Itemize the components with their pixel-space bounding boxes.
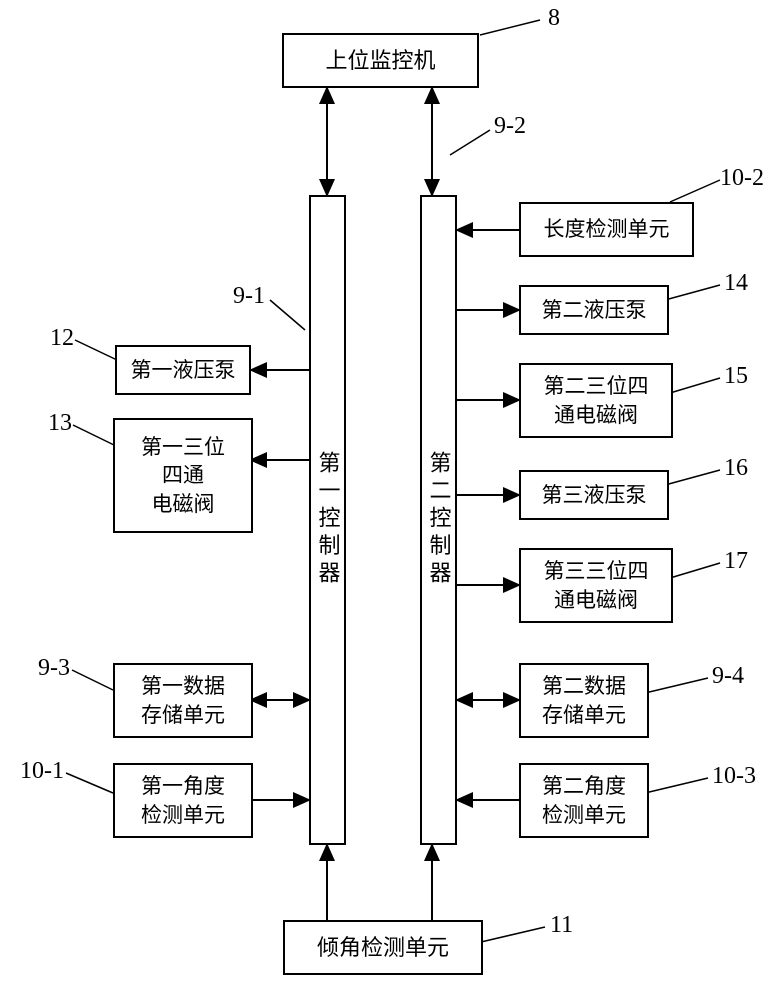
- node-tilt-detect: 倾角检测单元: [283, 920, 483, 975]
- ref-label: 10-1: [20, 758, 64, 785]
- node-pump-3: 第三液压泵: [519, 470, 669, 520]
- ref-label: 11: [550, 912, 573, 939]
- node-label: 第一数据 存储单元: [141, 672, 225, 729]
- node-length-detect: 长度检测单元: [519, 202, 694, 257]
- ref-label: 9-1: [233, 283, 265, 310]
- node-label: 第一角度 检测单元: [141, 772, 225, 829]
- node-angle-1: 第一角度 检测单元: [113, 763, 253, 838]
- node-top-monitor: 上位监控机: [282, 33, 479, 88]
- node-label: 第二角度 检测单元: [542, 772, 626, 829]
- node-label: 第三液压泵: [542, 481, 647, 509]
- node-label: 第二三位四 通电磁阀: [544, 372, 649, 429]
- node-pump-2: 第二液压泵: [519, 285, 669, 335]
- node-label: 倾角检测单元: [317, 933, 449, 963]
- node-label: 第一三位 四通 电磁阀: [141, 433, 225, 518]
- node-label: 上位监控机: [325, 46, 435, 76]
- node-label: 第二数据 存储单元: [542, 672, 626, 729]
- ref-label: 12: [50, 325, 74, 352]
- node-valve-3: 第三三位四 通电磁阀: [519, 548, 673, 623]
- ref-label: 9-2: [494, 113, 526, 140]
- ref-label: 13: [48, 410, 72, 437]
- node-store-1: 第一数据 存储单元: [113, 663, 253, 738]
- node-label: 第二控制器: [423, 451, 455, 589]
- node-label: 第三三位四 通电磁阀: [544, 557, 649, 614]
- node-label: 长度检测单元: [544, 215, 670, 243]
- ref-label: 10-3: [712, 763, 756, 790]
- ref-label: 10-2: [720, 165, 764, 192]
- node-pump-1: 第一液压泵: [115, 345, 251, 395]
- ref-label: 14: [724, 270, 748, 297]
- ref-label: 8: [548, 5, 560, 32]
- node-label: 第二液压泵: [542, 296, 647, 324]
- node-valve-1: 第一三位 四通 电磁阀: [113, 418, 253, 533]
- node-controller-2: 第二控制器: [420, 195, 457, 845]
- node-controller-1: 第一控制器: [309, 195, 346, 845]
- node-valve-2: 第二三位四 通电磁阀: [519, 363, 673, 438]
- ref-label: 17: [724, 548, 748, 575]
- node-label: 第一液压泵: [131, 356, 236, 384]
- ref-label: 9-4: [712, 663, 744, 690]
- node-store-2: 第二数据 存储单元: [519, 663, 649, 738]
- ref-label: 16: [724, 455, 748, 482]
- ref-label: 9-3: [38, 655, 70, 682]
- ref-label: 15: [724, 363, 748, 390]
- node-label: 第一控制器: [312, 451, 344, 589]
- node-angle-2: 第二角度 检测单元: [519, 763, 649, 838]
